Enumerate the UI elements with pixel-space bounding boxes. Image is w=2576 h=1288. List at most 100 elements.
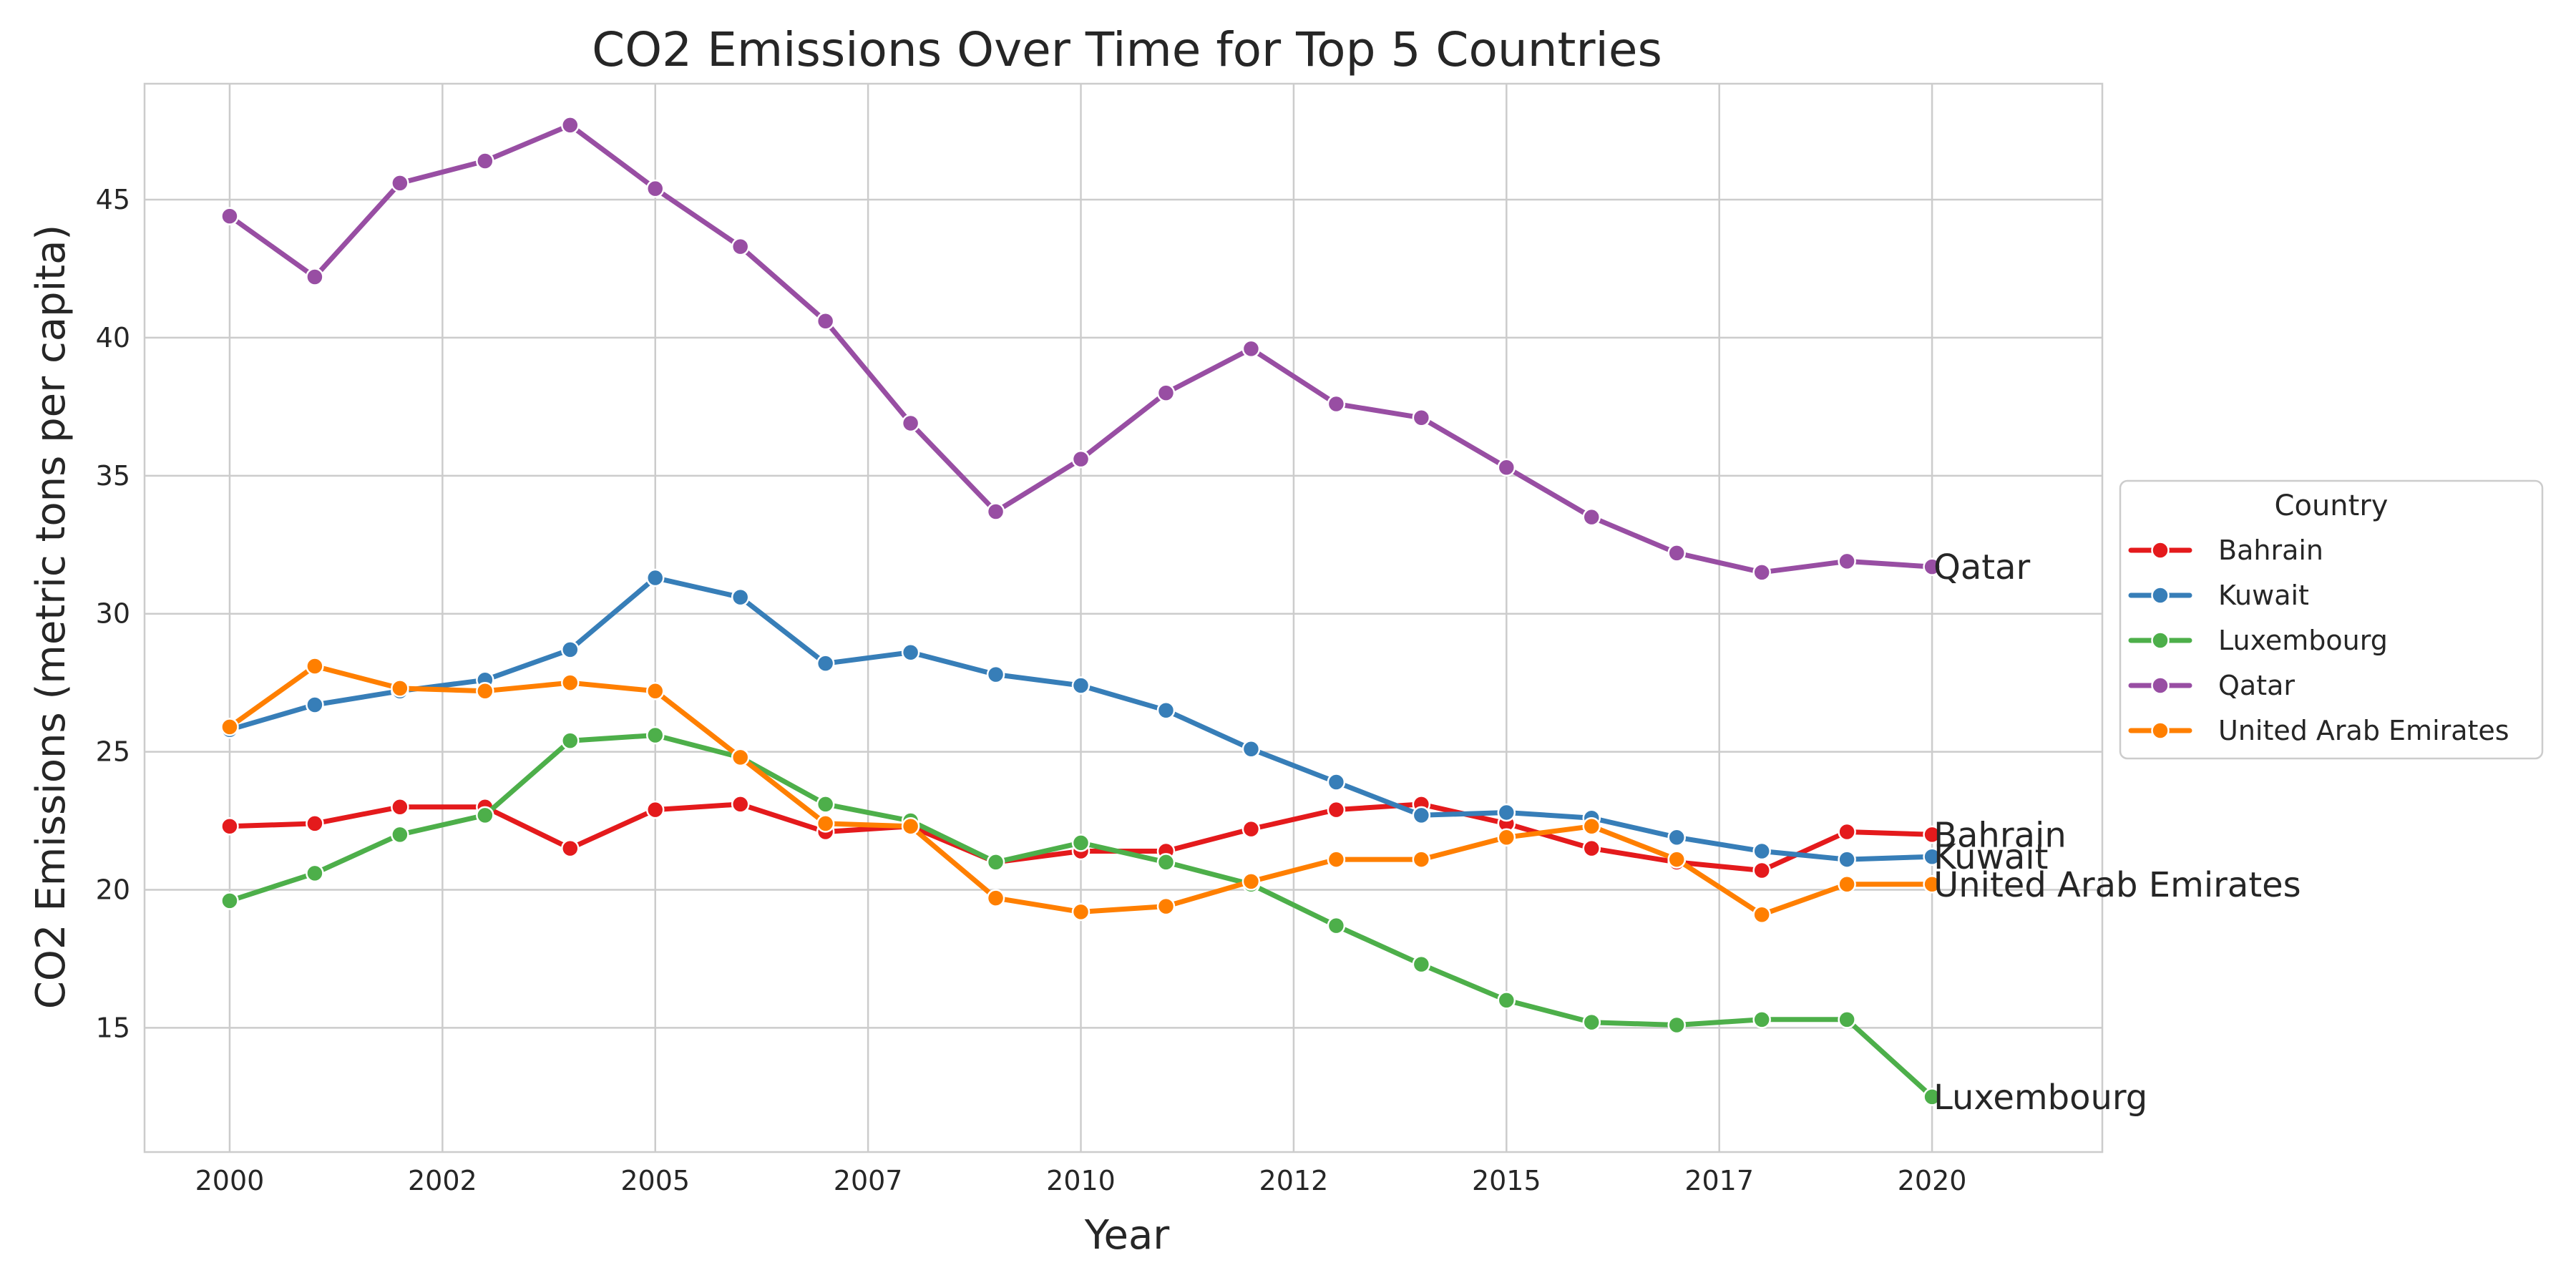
data-point-qatar (986, 502, 1005, 521)
data-point-united-arab-emirates (476, 681, 494, 701)
x-tick-label: 2015 (1472, 1165, 1541, 1196)
legend-label: Qatar (2218, 670, 2295, 701)
data-point-bahrain (1923, 825, 1941, 844)
legend-entry-qatar: Qatar (2128, 670, 2295, 701)
data-point-united-arab-emirates (1667, 850, 1686, 869)
data-point-kuwait (1327, 773, 1346, 791)
data-point-qatar (561, 116, 580, 135)
data-point-kuwait (1156, 701, 1176, 720)
data-point-qatar (1241, 339, 1261, 358)
data-point-united-arab-emirates (645, 681, 665, 701)
legend-entry-united-arab-emirates: United Arab Emirates (2128, 715, 2509, 746)
data-point-united-arab-emirates (1071, 902, 1091, 922)
legend-entry-luxembourg: Luxembourg (2128, 625, 2388, 656)
legend-entry-kuwait: Kuwait (2128, 580, 2309, 611)
data-point-qatar (220, 207, 239, 225)
data-point-luxembourg (220, 892, 239, 910)
legend-entries: Bahrain Kuwait Luxembourg Qatar United Arab … (2128, 535, 2509, 746)
data-point-luxembourg (1412, 955, 1431, 974)
data-point-united-arab-emirates (1838, 875, 1856, 894)
data-point-united-arab-emirates (1752, 905, 1771, 924)
y-tick-labels: 15 20 25 30 35 40 45 (96, 184, 130, 1043)
y-tick-label: 25 (96, 736, 130, 768)
data-point-qatar (645, 179, 665, 198)
legend-swatch-marker (2151, 721, 2170, 740)
data-point-bahrain (306, 814, 324, 833)
data-point-qatar (1667, 544, 1686, 562)
x-tick-label: 2017 (1684, 1165, 1754, 1196)
data-point-qatar (306, 268, 324, 286)
data-point-kuwait (1412, 806, 1431, 825)
legend-label: United Arab Emirates (2218, 715, 2509, 746)
data-point-bahrain (1838, 822, 1856, 841)
end-label-united-arab-emirates: United Arab Emirates (1933, 865, 2301, 905)
data-point-bahrain (1327, 800, 1346, 819)
data-point-qatar (1497, 458, 1516, 477)
data-point-united-arab-emirates (1327, 850, 1346, 869)
x-tick-label: 2002 (408, 1165, 477, 1196)
plot-frame (143, 82, 2104, 1153)
data-point-kuwait (561, 640, 580, 659)
data-point-luxembourg (1497, 991, 1516, 1010)
data-point-qatar (816, 312, 835, 331)
data-point-luxembourg (645, 726, 665, 745)
data-point-qatar (1156, 384, 1176, 402)
data-point-luxembourg (1923, 1088, 1941, 1106)
legend-entry-bahrain: Bahrain (2128, 535, 2323, 566)
data-point-united-arab-emirates (220, 718, 239, 736)
data-point-luxembourg (1327, 916, 1346, 935)
data-point-united-arab-emirates (986, 889, 1005, 907)
series-luxembourg (220, 726, 1941, 1106)
data-point-luxembourg (561, 731, 580, 750)
end-label-qatar: Qatar (1933, 547, 2030, 587)
data-point-kuwait (1497, 803, 1516, 822)
end-label-bahrain: Bahrain (1933, 815, 2067, 855)
y-gridlines (145, 198, 2102, 1029)
series-united-arab-emirates (220, 657, 1941, 924)
data-point-kuwait (306, 696, 324, 714)
legend-swatch-marker (2151, 631, 2170, 650)
x-tick-label: 2000 (195, 1165, 265, 1196)
data-point-qatar (901, 414, 920, 433)
x-tick-label: 2005 (620, 1165, 690, 1196)
data-point-qatar (1071, 449, 1091, 469)
data-point-united-arab-emirates (1156, 897, 1176, 916)
y-tick-label: 45 (96, 184, 130, 215)
legend-box (2119, 479, 2544, 760)
data-point-kuwait (1241, 739, 1261, 758)
data-point-qatar (1752, 563, 1771, 582)
data-point-united-arab-emirates (1582, 817, 1601, 836)
end-label-kuwait: Kuwait (1933, 837, 2048, 877)
x-gridlines (228, 84, 1933, 1152)
data-point-united-arab-emirates (561, 673, 580, 692)
data-point-luxembourg (1156, 853, 1176, 872)
data-point-qatar (731, 237, 750, 256)
data-point-qatar (1327, 394, 1346, 414)
legend-swatch-marker (2151, 541, 2170, 560)
y-tick-label: 35 (96, 460, 130, 492)
data-point-bahrain (220, 817, 239, 836)
data-point-qatar (476, 152, 494, 170)
legend-swatch-marker (2151, 676, 2170, 695)
data-point-united-arab-emirates (1412, 850, 1431, 869)
data-point-kuwait (1667, 828, 1686, 847)
legend-label: Bahrain (2218, 535, 2323, 566)
x-tick-label: 2020 (1898, 1165, 1967, 1196)
data-point-luxembourg (476, 806, 494, 825)
data-point-united-arab-emirates (816, 814, 835, 833)
series-layer (220, 116, 1941, 1106)
data-point-luxembourg (986, 853, 1005, 872)
data-point-luxembourg (1667, 1015, 1686, 1035)
data-point-united-arab-emirates (1923, 875, 1941, 894)
y-axis-title: CO2 Emissions (metric tons per capita) (28, 225, 74, 1010)
y-tick-label: 15 (96, 1012, 130, 1043)
y-tick-label: 30 (96, 598, 130, 630)
data-point-qatar (1582, 507, 1601, 527)
data-point-luxembourg (1838, 1010, 1856, 1029)
data-point-luxembourg (1582, 1013, 1601, 1032)
data-point-kuwait (1923, 847, 1941, 866)
data-point-kuwait (731, 587, 750, 607)
x-tick-label: 2007 (834, 1165, 903, 1196)
